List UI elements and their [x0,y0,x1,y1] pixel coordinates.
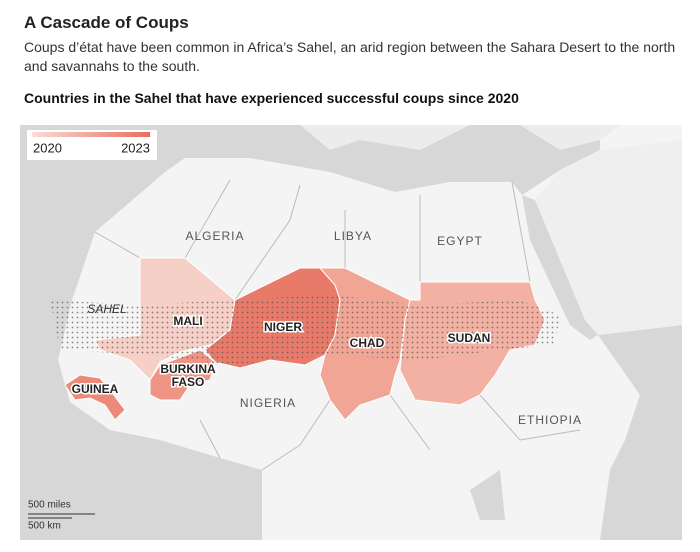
country-label: LIBYA [334,229,372,243]
coup-country-label: MALI [173,314,202,328]
coup-country-label: GUINEA [72,382,119,396]
country-label: EGYPT [437,234,483,248]
title: A Cascade of Coups [24,13,189,32]
coup-country-label: NIGER [264,320,302,334]
coup-country-label: SUDAN [448,331,491,345]
coup-country-label: CHAD [350,336,385,350]
scale-label: 500 km [28,521,61,532]
legend-label: 2023 [121,140,150,155]
map-title: Countries in the Sahel that have experie… [24,90,519,106]
coup-country-label: FASO [172,375,205,389]
map-base [20,125,682,540]
legend-label: 2020 [33,140,62,155]
country-label: ETHIOPIA [518,413,582,427]
scale-label: 500 miles [28,500,71,511]
coup-country-label: BURKINA [160,362,216,376]
region-label: SAHEL [87,302,126,316]
subtitle: Coups d’état have been common in Africa’… [24,39,676,74]
country-label: NIGERIA [240,396,296,410]
country-label: ALGERIA [185,229,244,243]
